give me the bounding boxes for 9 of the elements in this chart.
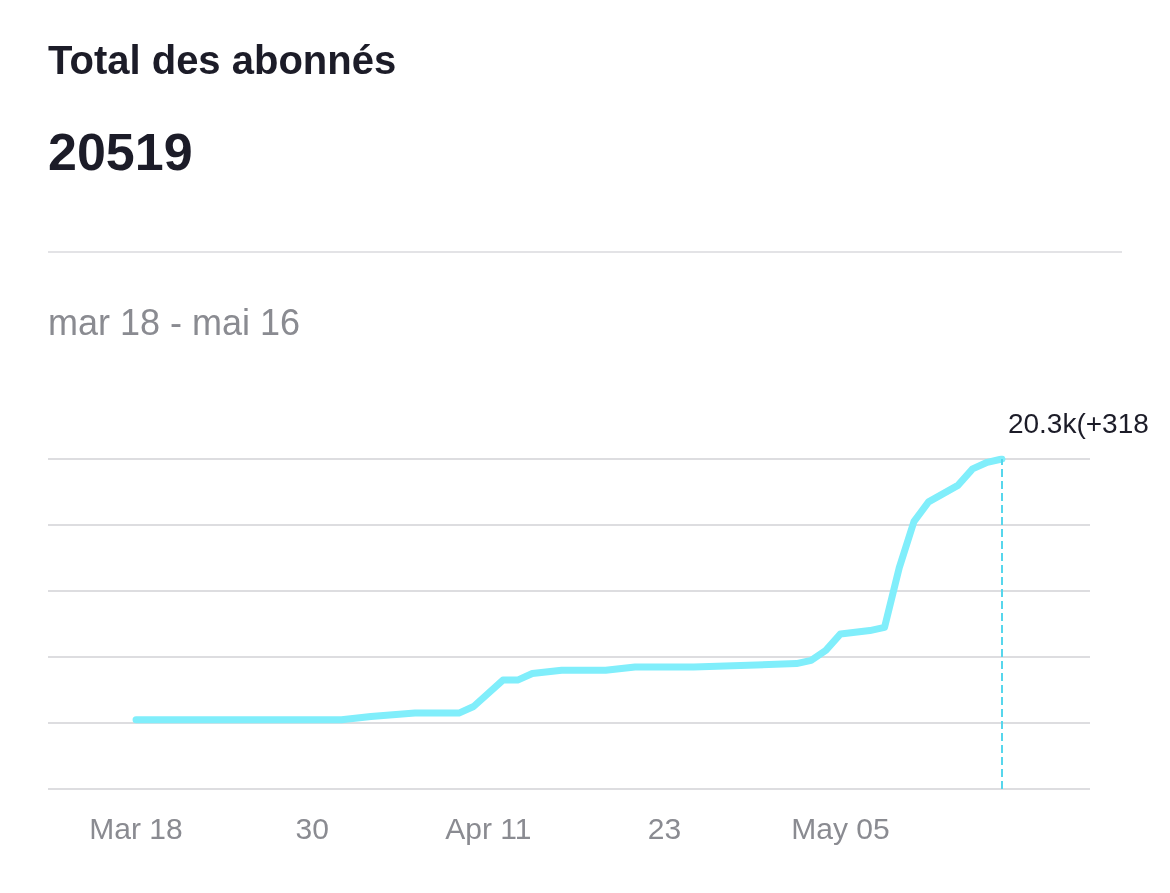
- x-tick-label: May 05: [791, 811, 890, 845]
- chart-subtitle: 20519: [48, 122, 193, 182]
- x-tick-label: Mar 18: [89, 811, 183, 845]
- x-tick-label: 23: [647, 811, 682, 845]
- x-tick-label: 30: [295, 811, 329, 845]
- chart-title: Total des abonnés: [48, 38, 397, 83]
- annotation: 20.3k(+318: [1007, 407, 1149, 439]
- text: mar 18 - mai 16: [48, 302, 301, 344]
- x-tick-label: Apr 11: [445, 811, 532, 845]
